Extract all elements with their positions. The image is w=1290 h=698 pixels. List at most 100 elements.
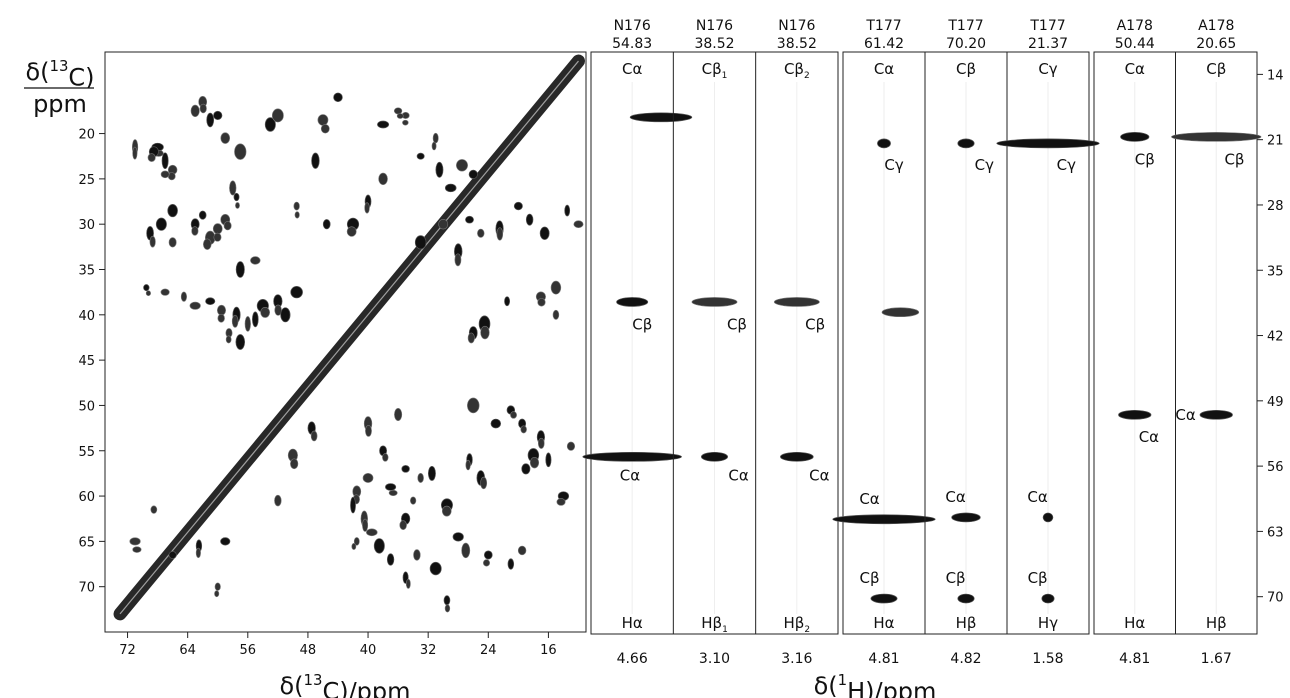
cross-peak: [378, 172, 388, 186]
strip-13c-shift: 70.20: [946, 36, 986, 52]
cross-peak: [235, 334, 246, 350]
strip-peak-label: Cα: [1139, 428, 1159, 446]
cross-peak: [438, 218, 449, 230]
cross-peak: [290, 286, 303, 299]
strip-top-label: Cβ2: [784, 60, 810, 81]
strip-1h-shift: 4.66: [617, 651, 648, 667]
strip-y-tick-label: 21: [1267, 134, 1284, 149]
cross-peak: [310, 430, 318, 442]
x-tick-label: 16: [540, 643, 557, 658]
cross-peak: [402, 119, 409, 126]
cross-peak: [467, 397, 480, 414]
cross-peak: [168, 237, 177, 248]
strip-y-tick-label: 28: [1267, 199, 1284, 214]
cross-peak: [234, 143, 247, 160]
cross-peak: [507, 558, 515, 570]
strip-residue: T177: [865, 18, 901, 34]
strip-peak: [773, 297, 820, 307]
strip-residue: N176: [696, 18, 733, 34]
main-plot-frame: [104, 51, 587, 633]
cross-peak: [452, 532, 464, 542]
cross-peak: [129, 537, 141, 546]
cross-peak: [550, 280, 562, 295]
y-tick-label: 25: [78, 173, 95, 188]
strip-peak-label: Cβ: [1028, 569, 1048, 587]
strip-residue: A178: [1117, 18, 1153, 34]
cross-peak: [510, 411, 517, 419]
cross-peak: [274, 494, 282, 507]
cross-peak: [416, 152, 425, 160]
strip-y-tick-label: 42: [1267, 330, 1284, 345]
strip-13c-shift: 21.37: [1028, 36, 1068, 52]
strip-peak: [877, 138, 891, 149]
cross-peak: [320, 124, 330, 134]
cross-peak: [294, 211, 300, 219]
cross-peak: [199, 103, 207, 114]
cross-peak: [149, 235, 156, 248]
cross-peak: [311, 152, 320, 169]
cross-peak: [564, 204, 571, 217]
x-axis-label: δ(13C)/ppm: [279, 671, 410, 698]
strip-residue: T177: [947, 18, 983, 34]
strip-peak: [870, 593, 898, 604]
cross-peak: [414, 235, 427, 250]
strip-peak: [700, 451, 729, 462]
cross-peak: [399, 520, 407, 530]
cross-peak: [490, 418, 502, 429]
strip-peak-label: Cβ: [1135, 150, 1155, 168]
cross-peak: [212, 223, 223, 235]
strip-1h-shift: 1.67: [1201, 651, 1232, 667]
cross-peak: [161, 152, 169, 170]
strip-peak-label: Cγ: [975, 156, 994, 174]
x-tick-label: 64: [179, 643, 196, 658]
cross-peak: [155, 217, 167, 231]
y-axis-label: δ(13C): [25, 57, 94, 91]
cross-peak: [480, 325, 490, 340]
cross-peak: [223, 221, 232, 231]
cross-peak: [190, 104, 200, 118]
strip-peak-label: Cγ: [884, 156, 903, 174]
strip-y-tick-label: 49: [1267, 395, 1284, 410]
strip-1h-shift: 3.16: [781, 651, 812, 667]
cross-peak: [252, 311, 259, 328]
strip-top-label: Cα: [874, 60, 894, 78]
strip-residue: N176: [778, 18, 815, 34]
cross-peak: [235, 202, 240, 209]
cross-peak: [373, 538, 385, 554]
cross-peak: [401, 465, 410, 473]
strip-peak: [629, 112, 693, 123]
cross-peak: [504, 296, 511, 307]
strip-peak-label: Cβ: [946, 569, 966, 587]
strip-peak: [881, 307, 920, 318]
strip-proton-label: Hβ: [956, 614, 977, 632]
cross-peak: [362, 518, 369, 532]
cross-peak: [160, 288, 170, 296]
cross-peak: [431, 141, 437, 151]
strip-peak: [1171, 132, 1262, 142]
strip-top-label: Cβ: [1206, 60, 1226, 78]
strip-group-frame: [842, 51, 1090, 635]
cross-peak: [290, 458, 299, 470]
strip-top-label: Cγ: [1038, 60, 1057, 78]
cross-peak: [145, 290, 151, 296]
cross-peak: [388, 489, 398, 496]
cross-peak: [556, 498, 566, 506]
strip-13c-shift: 38.52: [694, 36, 734, 52]
cross-peak: [244, 316, 251, 332]
cross-peak: [214, 582, 221, 591]
cross-peak: [168, 551, 177, 559]
strip-peak-label: Cα: [728, 466, 748, 484]
cross-peak: [465, 215, 474, 224]
cross-peak: [365, 425, 372, 437]
cross-peak: [366, 528, 378, 537]
cross-peak: [405, 578, 411, 589]
strip-x-axis-label: δ(1H)/ppm: [814, 671, 937, 698]
cross-peak: [364, 202, 370, 214]
strip-peak: [1120, 132, 1150, 142]
cross-peak: [517, 545, 527, 556]
cross-peak: [427, 465, 436, 481]
cross-peak: [432, 132, 439, 144]
strip-peak: [996, 138, 1100, 149]
cross-peak: [195, 547, 201, 559]
diagonal-ridge-core: [119, 60, 579, 615]
